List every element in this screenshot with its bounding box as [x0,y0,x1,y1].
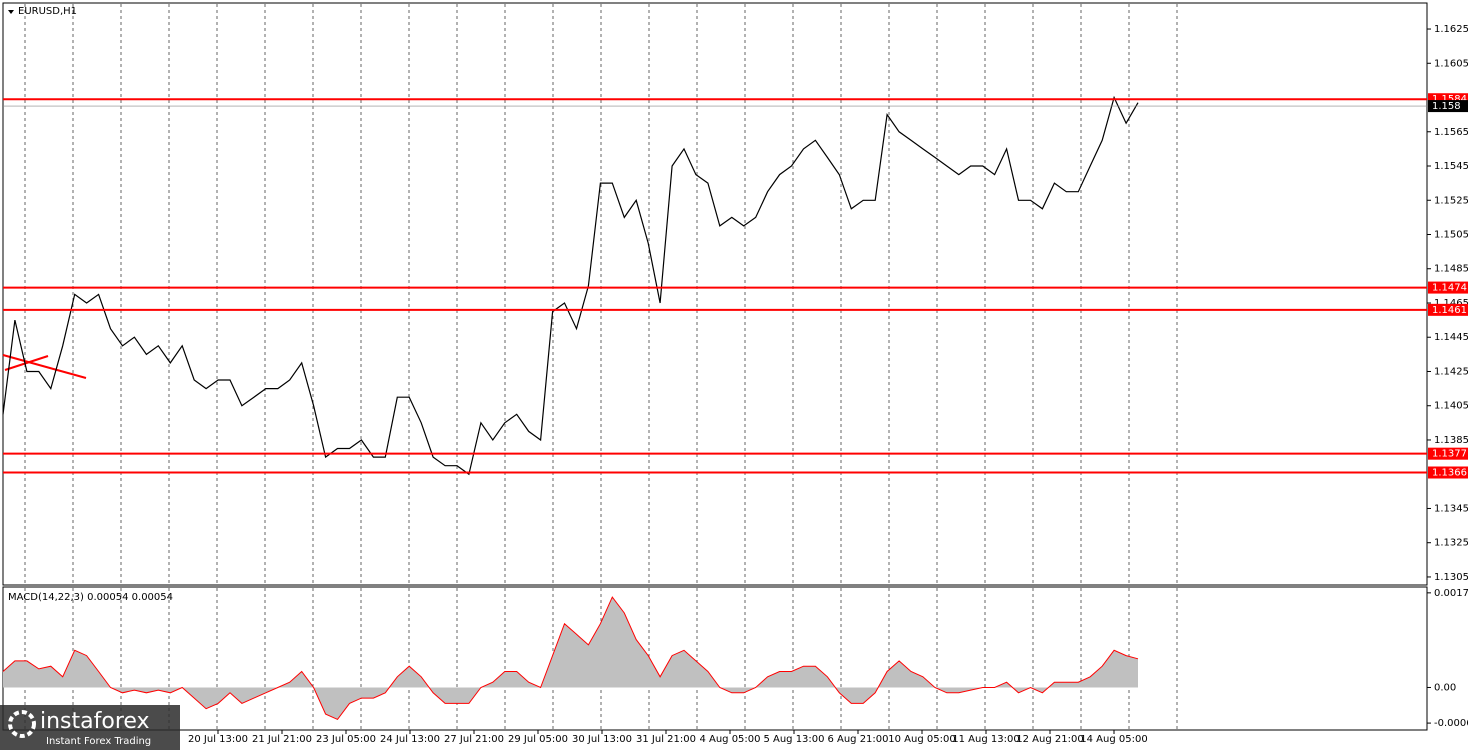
x-tick-label: 21 Jul 21:00 [252,734,312,745]
x-tick-label: 29 Jul 05:00 [508,734,568,745]
x-tick-label: 14 Aug 05:00 [1080,734,1147,745]
x-tick-label: 4 Aug 05:00 [699,734,760,745]
x-tick-label: 12 Aug 21:00 [1016,734,1083,745]
y-tick-label: -0.00067 [1434,718,1468,729]
x-tick-label: 30 Jul 13:00 [572,734,632,745]
x-tick-label: 5 Aug 13:00 [763,734,824,745]
current-price-label: 1.158 [1432,101,1461,112]
x-tick-label: 23 Jul 05:00 [316,734,376,745]
x-tick-label: 6 Aug 21:00 [827,734,888,745]
y-tick-label: 1.1445 [1434,332,1468,343]
price-line [2,95,1139,476]
level-label-bg [1428,303,1468,316]
macd-panel [2,586,1428,731]
logo-bg [0,705,180,750]
logo-icon [8,710,36,738]
y-tick-label: 1.1385 [1434,435,1468,446]
y-tick-label: 1.1625 [1434,24,1468,35]
level-label: 1.1474 [1432,283,1467,294]
y-tick-label: 1.1525 [1434,195,1468,206]
y-tick-label: 1.1465 [1434,298,1468,309]
macd-area [3,597,1138,720]
y-tick-label: 0.00178 [1434,588,1468,599]
y-tick-label: 1.1545 [1434,161,1468,172]
y-tick-label: 1.1485 [1434,264,1468,275]
macd-line [2,596,1139,721]
x-tick-label: 31 Jul 21:00 [636,734,696,745]
trend-line [4,355,49,371]
logo: instaforex Instant Forex Trading [0,705,180,750]
logo-name: instaforex [40,709,150,734]
y-tick-label: 1.1345 [1434,503,1468,514]
x-tick-label: 24 Jul 13:00 [380,734,440,745]
level-label: 1.1377 [1432,449,1467,460]
level-label-bg [1428,466,1468,479]
price-panel [2,2,1428,586]
y-tick-label: 1.1565 [1434,127,1468,138]
y-tick-label: 1.1505 [1434,229,1468,240]
level-label: 1.1461 [1432,305,1467,316]
level-label-bg [1428,447,1468,460]
y-tick-label: 0.00 [1434,682,1456,693]
x-tick-label: 27 Jul 21:00 [444,734,504,745]
y-tick-label: 1.1605 [1434,58,1468,69]
level-label: 1.1584 [1432,94,1467,105]
y-tick-label: 1.1305 [1434,572,1468,583]
current-price-bg [1428,100,1468,113]
x-tick-label: 20 Jul 13:00 [188,734,248,745]
x-tick-label: 11 Aug 13:00 [952,734,1019,745]
menu-arrow [8,10,14,14]
macd-title: MACD(14,22,3) 0.00054 0.00054 [8,592,173,603]
y-tick-label: 1.1405 [1434,401,1468,412]
y-tick-label: 1.1325 [1434,538,1468,549]
level-label: 1.1366 [1432,468,1467,479]
trend-line [2,354,87,379]
logo-tagline: Instant Forex Trading [46,736,151,747]
x-tick-label: 10 Aug 05:00 [888,734,955,745]
chart-title: EURUSD,H1 [18,6,77,17]
y-tick-label: 1.1425 [1434,366,1468,377]
level-label-bg [1428,281,1468,294]
